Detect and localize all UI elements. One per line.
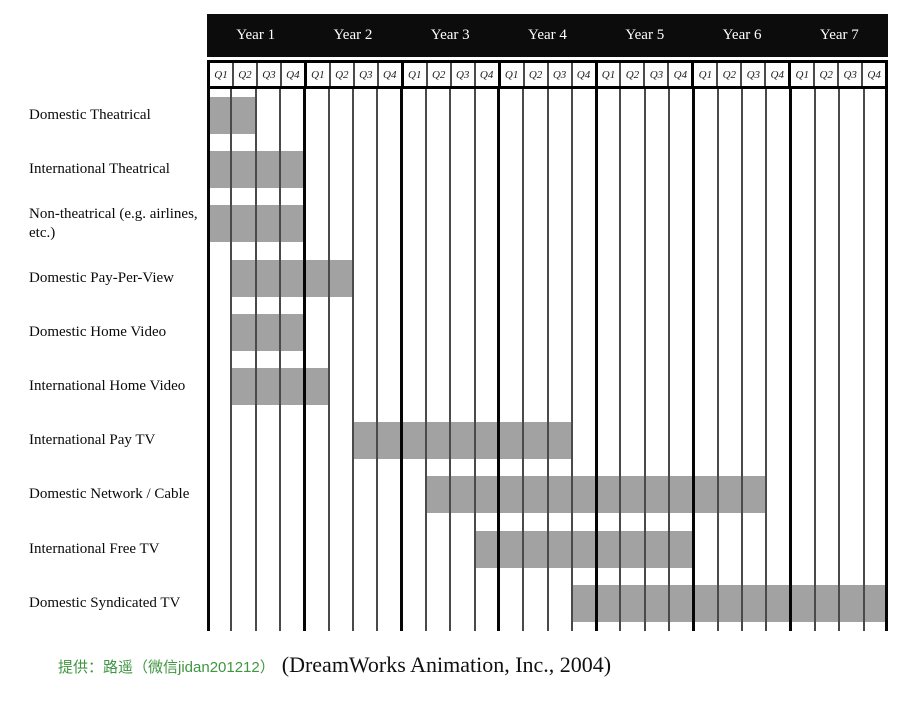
year-header-cell: Year 7 [819,27,859,43]
quarter-grid-line [546,89,549,631]
quarter-grid-line [838,89,841,631]
quarter-label: Q2 [716,63,740,86]
quarter-grid-line [449,89,452,631]
quarter-grid-line [619,89,622,631]
year-grid-line [594,89,598,631]
row-label: International Pay TV [29,432,156,449]
footer: 提供：路遥（微信jidan201212） (DreamWorks Animati… [58,652,611,678]
gantt-bar [474,530,694,568]
quarter-grid-line [376,89,379,631]
quarter-label: Q3 [255,63,280,86]
quarter-label: Q4 [376,63,401,86]
year-grid-line [400,89,404,631]
quarter-grid-line [254,89,257,631]
quarter-grid-line [424,89,427,631]
year-header-cell: Year 3 [430,27,470,43]
year-header-cell: Year 1 [236,27,276,43]
quarter-label: Q3 [352,63,377,86]
year-grid-line [885,89,888,631]
quarter-label: Q4 [473,63,498,86]
quarter-label: Q2 [328,63,353,86]
quarter-label: Q1 [788,63,813,86]
quarter-label: Q4 [861,63,889,86]
row-label: International Home Video [29,377,186,394]
row-label: International Theatrical [29,161,170,178]
quarter-label: Q3 [740,63,764,86]
quarter-label: Q4 [570,63,595,86]
year-header-cell: Year 4 [528,27,567,43]
quarter-label: Q3 [449,63,474,86]
quarter-label: Q1 [400,63,426,86]
row-labels: Domestic Theatrical International Theatri… [0,89,207,631]
quarter-label: Q3 [643,63,667,86]
quarter-row: Q1 Q2 Q3 Q4 Q1 Q2 Q3 Q4 Q1 Q2 Q3 Q4 Q1 Q2 Q3 Q4 Q1 Q2 Q3 Q4… [207,60,889,89]
quarter-grid-line [522,89,525,631]
quarter-grid-line [716,89,719,631]
row-label: Domestic Home Video [29,323,167,340]
row-label: Domestic Network / Cable [29,486,190,503]
quarter-grid-line [473,89,476,631]
gantt-chart: Year 1 Year 2 Year 3 Year 4 Year 5 Year 6 Year… [207,14,889,631]
quarter-grid-line [862,89,865,631]
year-header-cell: Year 2 [333,27,373,43]
gantt-bar [231,313,305,351]
year-header-cell: Year 5 [625,27,665,43]
quarter-label: Q1 [594,63,620,86]
quarter-label: Q2 [619,63,643,86]
credit-text: 提供：路遥（微信jidan201212） [58,659,275,676]
gantt-bar [231,259,353,297]
gantt-bar [352,422,572,460]
quarter-grid-line [278,89,281,631]
quarter-label: Q1 [303,63,329,86]
row-label: Non-theatrical (e.g. airlines, etc.) [29,205,198,241]
quarter-label: Q1 [207,63,232,86]
row-label: Domestic Pay-Per-View [29,269,175,286]
quarter-label: Q1 [497,63,523,86]
gantt-bar [571,584,888,622]
quarter-grid-line [230,89,233,631]
year-header-cell: Year 6 [722,27,762,43]
quarter-grid-line [643,89,646,631]
quarter-label: Q2 [231,63,256,86]
quarter-grid-line [570,89,573,631]
quarter-label: Q3 [837,63,861,86]
quarter-label: Q4 [279,63,304,86]
row-label: Domestic Theatrical [29,106,151,123]
quarter-label: Q4 [764,63,788,86]
quarter-label: Q1 [691,63,716,86]
quarter-grid-line [765,89,768,631]
row-label: Domestic Syndicated TV [29,594,181,611]
quarter-grid-line [814,89,817,631]
year-grid-line [691,89,695,631]
year-header: Year 1 Year 2 Year 3 Year 4 Year 5 Year 6 Year… [207,14,888,57]
quarter-grid-line [327,89,330,631]
source-text: (DreamWorks Animation, Inc., 2004) [281,652,612,677]
quarter-grid-line [351,89,354,631]
quarter-label: Q2 [813,63,837,86]
quarter-grid-line [668,89,671,631]
year-grid-line [207,89,210,631]
quarter-grid-line [741,89,744,631]
year-grid-line [302,89,306,631]
quarter-label: Q4 [667,63,691,86]
row-label: International Free TV [29,540,160,557]
year-grid-line [789,89,793,631]
chart-body [207,89,888,631]
year-grid-line [497,89,501,631]
quarter-label: Q2 [522,63,547,86]
quarter-label: Q3 [546,63,571,86]
quarter-label: Q2 [425,63,450,86]
